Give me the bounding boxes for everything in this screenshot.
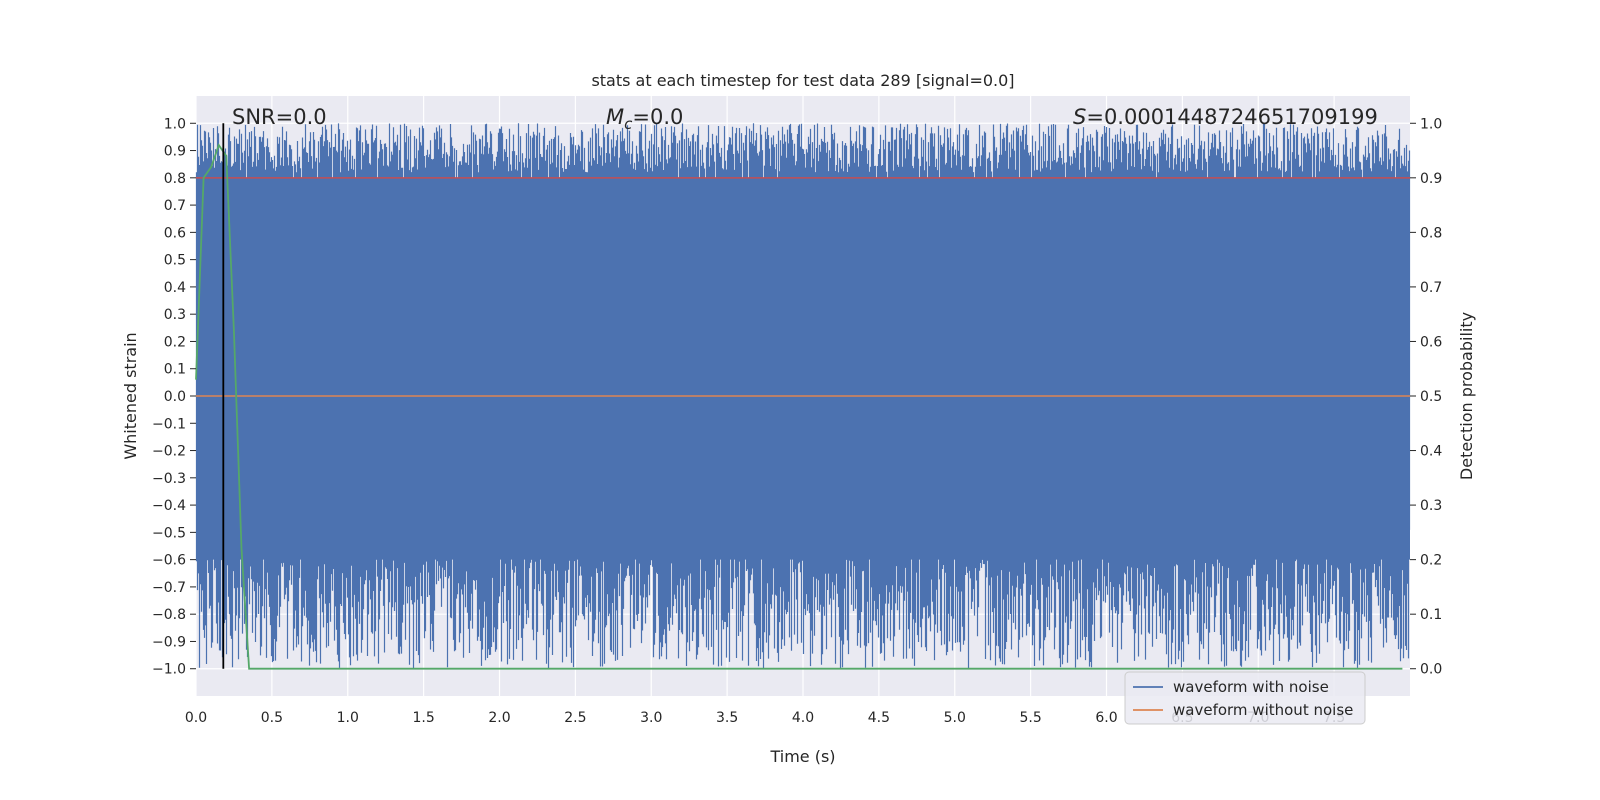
x-tick-label: 5.0 xyxy=(944,710,966,726)
x-tick-label: 6.0 xyxy=(1095,710,1117,726)
y-tick-label: 0.1 xyxy=(164,362,186,378)
y-tick-label: 0.3 xyxy=(164,307,186,323)
y-tick-label: −0.4 xyxy=(152,498,186,514)
y-right-tick-label: 0.0 xyxy=(1420,662,1442,678)
legend-label-clean: waveform without noise xyxy=(1173,701,1353,719)
y-right-tick-label: 0.2 xyxy=(1420,553,1442,569)
chart-title: stats at each timestep for test data 289… xyxy=(591,71,1014,90)
y-right-tick-label: 0.8 xyxy=(1420,225,1442,241)
y-tick-label: 0.8 xyxy=(164,171,186,187)
x-tick-label: 2.0 xyxy=(488,710,510,726)
x-tick-label: 5.5 xyxy=(1019,710,1041,726)
y-tick-label: −0.1 xyxy=(152,416,186,432)
y-right-tick-label: 0.6 xyxy=(1420,334,1442,350)
y-tick-label: −0.9 xyxy=(152,634,186,650)
noise-fill xyxy=(196,177,1410,560)
y-tick-label: −0.6 xyxy=(152,553,186,569)
y-right-tick-label: 0.3 xyxy=(1420,498,1442,514)
y-tick-label: 0.6 xyxy=(164,225,186,241)
chirp-mass-annotation: Mc=0.0 xyxy=(606,105,683,133)
y-right-tick-label: 0.7 xyxy=(1420,280,1442,296)
x-tick-label: 4.0 xyxy=(792,710,814,726)
legend-label-noise: waveform with noise xyxy=(1173,678,1329,696)
x-tick-label: 1.5 xyxy=(412,710,434,726)
snr-annotation: SNR=0.0 xyxy=(232,105,327,129)
y-right-tick-label: 0.9 xyxy=(1420,171,1442,187)
legend: waveform with noise waveform without noi… xyxy=(1124,671,1366,725)
chirp-mass-symbol: M xyxy=(606,105,624,129)
legend-box xyxy=(1124,671,1366,725)
x-tick-label: 3.5 xyxy=(716,710,738,726)
y-right-tick-label: 0.1 xyxy=(1420,607,1442,623)
y-right-axis-label: Detection probability xyxy=(1457,312,1476,480)
x-tick-label: 0.0 xyxy=(185,710,207,726)
chirp-mass-value: =0.0 xyxy=(632,105,683,129)
y-tick-label: 0.0 xyxy=(164,389,186,405)
y-axis-label: Whitened strain xyxy=(121,332,140,459)
y-tick-label: 0.5 xyxy=(164,253,186,269)
y-tick-label: −0.5 xyxy=(152,525,186,541)
y-tick-label: 0.9 xyxy=(164,144,186,160)
x-axis-label: Time (s) xyxy=(769,747,835,766)
y-right-tick-label: 0.4 xyxy=(1420,444,1442,460)
y-tick-label: −0.2 xyxy=(152,444,186,460)
x-tick-label: 0.5 xyxy=(261,710,283,726)
y-axis-ticks: 1.0 0.9 0.8 0.7 0.6 0.5 0.4 0.3 0.2 0.1 0.0 −0.1 −0.… xyxy=(152,116,196,678)
s-value: =0.0001448724651709199 xyxy=(1086,105,1378,129)
s-annotation: S=0.0001448724651709199 xyxy=(1073,105,1378,129)
x-tick-label: 3.0 xyxy=(640,710,662,726)
y-tick-label: 0.7 xyxy=(164,198,186,214)
x-tick-label: 2.5 xyxy=(564,710,586,726)
s-symbol: S xyxy=(1073,105,1086,129)
y-right-tick-label: 1.0 xyxy=(1420,116,1442,132)
y-tick-label: −0.3 xyxy=(152,471,186,487)
x-tick-label: 1.0 xyxy=(337,710,359,726)
chirp-mass-subscript: c xyxy=(624,115,633,133)
y-tick-label: −1.0 xyxy=(152,662,186,678)
y-tick-label: −0.7 xyxy=(152,580,186,596)
y-right-tick-label: 0.5 xyxy=(1420,389,1442,405)
x-tick-label: 4.5 xyxy=(868,710,890,726)
y-tick-label: 0.4 xyxy=(164,280,186,296)
y-right-axis-ticks: 1.0 0.9 0.8 0.7 0.6 0.5 0.4 0.3 0.2 0.1 0.0 xyxy=(1410,116,1442,678)
y-tick-label: 0.2 xyxy=(164,334,186,350)
series-waveform-with-noise xyxy=(195,123,1411,669)
series-detection-probability xyxy=(195,143,1403,670)
y-tick-label: 1.0 xyxy=(164,116,186,132)
y-tick-label: −0.8 xyxy=(152,607,186,623)
